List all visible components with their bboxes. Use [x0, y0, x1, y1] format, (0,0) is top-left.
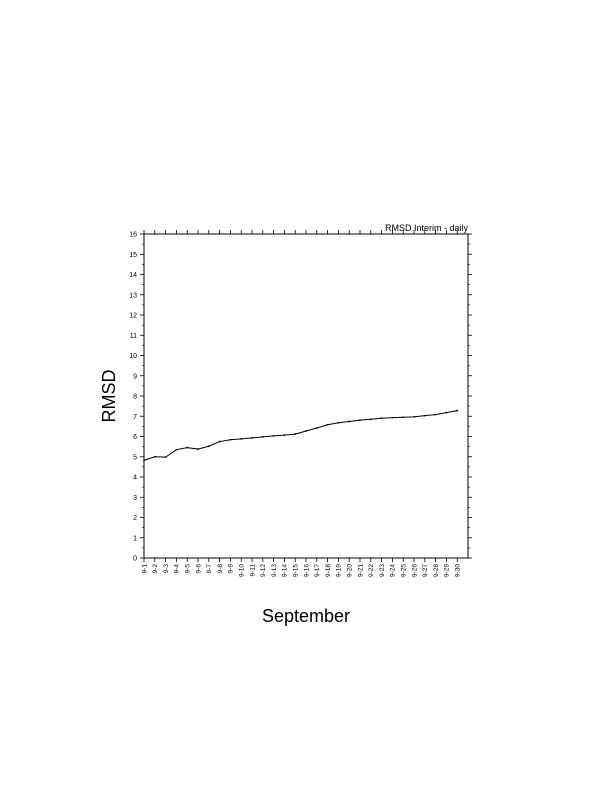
data-point: [261, 436, 264, 438]
data-point: [251, 437, 253, 439]
x-tick-label: 9-14: [282, 564, 289, 577]
x-tick-label: 9-11: [249, 564, 256, 577]
data-point: [359, 419, 361, 421]
data-point: [348, 420, 351, 423]
x-tick-label: 9-9: [228, 564, 235, 574]
x-tick-label: 9-4: [174, 564, 181, 574]
x-tick-label: 9-27: [422, 564, 429, 577]
x-tick-label: 9-30: [455, 564, 462, 577]
x-tick-label: 9-15: [293, 564, 300, 577]
series-line-group: [143, 409, 459, 462]
y-tick-label: 1: [133, 535, 137, 542]
data-point: [175, 448, 178, 451]
data-point: [207, 445, 210, 448]
data-point: [272, 434, 275, 437]
data-point: [240, 438, 243, 440]
x-tick-label: 9-7: [206, 564, 213, 574]
data-point: [337, 421, 340, 424]
y-tick-label: 3: [133, 495, 137, 502]
y-axis-label: RMSD: [99, 370, 119, 423]
data-point: [283, 434, 286, 436]
data-point: [402, 416, 405, 419]
x-tick-label: 9-28: [433, 564, 440, 577]
data-point: [434, 413, 437, 416]
x-tick-label: 9-26: [411, 564, 418, 577]
x-tick-label: 9-18: [325, 564, 332, 577]
data-point: [197, 448, 199, 450]
x-tick-label: 9-16: [303, 564, 310, 577]
x-tick-label: 9-3: [163, 564, 170, 574]
x-tick-label: 9-17: [314, 564, 321, 577]
y-tick-label: 14: [129, 272, 137, 279]
data-point: [380, 417, 383, 420]
data-point: [413, 415, 415, 418]
x-tick-label: 9-23: [379, 564, 386, 577]
y-tick-label: 9: [133, 373, 137, 380]
data-point: [445, 411, 448, 414]
y-tick-label: 2: [133, 515, 137, 522]
y-tick-label: 6: [133, 434, 137, 441]
data-point: [164, 456, 167, 459]
y-tick-label: 4: [133, 475, 137, 482]
data-point: [153, 455, 156, 458]
data-point: [294, 433, 297, 435]
x-tick-label: 9-2: [152, 564, 159, 574]
x-tick-label: 9-21: [357, 564, 364, 577]
data-point: [315, 427, 318, 429]
data-point: [326, 423, 329, 426]
x-tick-label: 9-24: [390, 564, 397, 577]
data-point: [305, 430, 307, 432]
y-tick-label: 15: [129, 252, 137, 259]
y-tick-label: 16: [129, 232, 137, 239]
data-point: [186, 446, 189, 449]
y-tick-label: 11: [130, 333, 137, 340]
data-point: [423, 414, 426, 417]
y-tick-label: 7: [133, 414, 137, 421]
y-tick-label: 0: [133, 556, 137, 563]
x-tick-label: 9-29: [444, 564, 451, 577]
y-tick-label: 12: [129, 313, 137, 320]
y-tick-label: 10: [129, 353, 137, 360]
data-point: [369, 418, 372, 421]
x-tick-label: 9-22: [368, 564, 375, 577]
x-tick-label: 9-12: [260, 564, 267, 577]
x-tick-label: 9-10: [239, 564, 246, 577]
y-tick-label: 13: [129, 292, 137, 299]
data-point: [218, 440, 221, 443]
x-tick-label: 9-8: [217, 564, 224, 574]
series-line: [143, 410, 458, 461]
x-tick-label: 9-19: [336, 564, 343, 577]
plot-frame: [143, 233, 469, 559]
x-tick-label: 9-25: [401, 564, 408, 577]
data-point: [229, 438, 232, 441]
y-tick-label: 8: [133, 394, 137, 401]
x-tick-label: 9-13: [271, 564, 278, 577]
x-tick-label: 9-1: [141, 564, 148, 574]
data-point: [456, 409, 459, 412]
data-point: [391, 416, 394, 419]
x-tick-label: 9-6: [195, 564, 202, 574]
chart-title: RMSD Interim - daily: [385, 223, 469, 233]
y-tick-label: 5: [133, 454, 137, 461]
x-axis-label: September: [262, 606, 350, 626]
data-point: [143, 459, 145, 462]
x-tick-label: 9-20: [347, 564, 354, 577]
x-tick-label: 9-5: [185, 564, 192, 574]
